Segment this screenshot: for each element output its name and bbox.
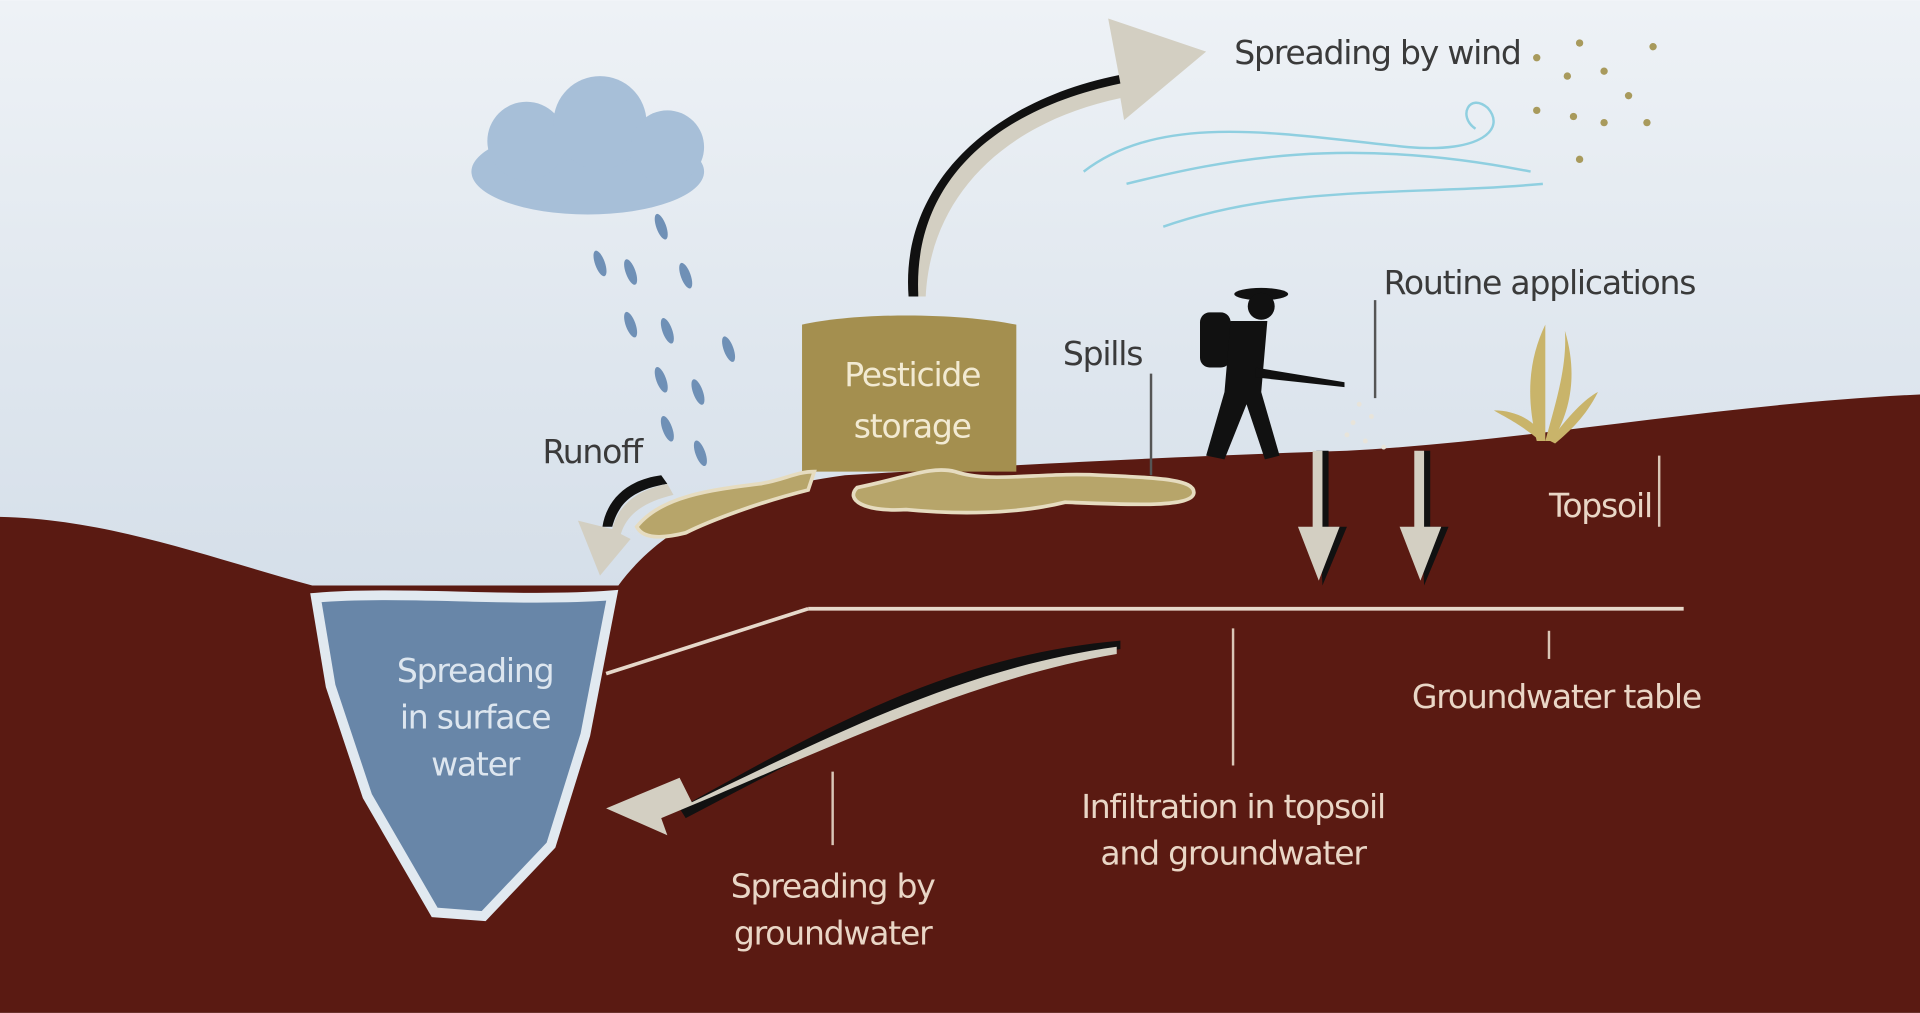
- label-line: Infiltration in topsoil: [1081, 787, 1385, 826]
- label-line: and groundwater: [1100, 834, 1367, 873]
- label-line: Routine applications: [1384, 263, 1696, 302]
- label-line: Pesticide: [844, 355, 980, 394]
- label-line: groundwater: [734, 913, 933, 952]
- page: {"labels": { "wind": ["Spreading by wind…: [0, 0, 1920, 1013]
- label-line: Spills: [1063, 334, 1142, 373]
- label-line: water: [431, 744, 521, 783]
- label: Groundwater table: [1412, 677, 1701, 716]
- label-line: Runoff: [542, 432, 644, 471]
- label-line: storage: [854, 406, 971, 445]
- label: Spills: [1063, 334, 1142, 373]
- label-line: Spreading: [397, 651, 553, 690]
- label: Topsoil: [1548, 486, 1652, 525]
- diagram: Spreading by wind Routine applications S…: [0, 0, 1920, 1013]
- label: Runoff: [542, 432, 644, 471]
- label-line: Topsoil: [1548, 486, 1652, 525]
- label: Spreading by wind: [1234, 33, 1520, 72]
- label-line: Spreading by: [731, 867, 935, 906]
- label-line: in surface: [400, 698, 551, 737]
- label-line: Spreading by wind: [1234, 33, 1520, 72]
- label: Routine applications: [1384, 263, 1696, 302]
- label-line: Groundwater table: [1412, 677, 1701, 716]
